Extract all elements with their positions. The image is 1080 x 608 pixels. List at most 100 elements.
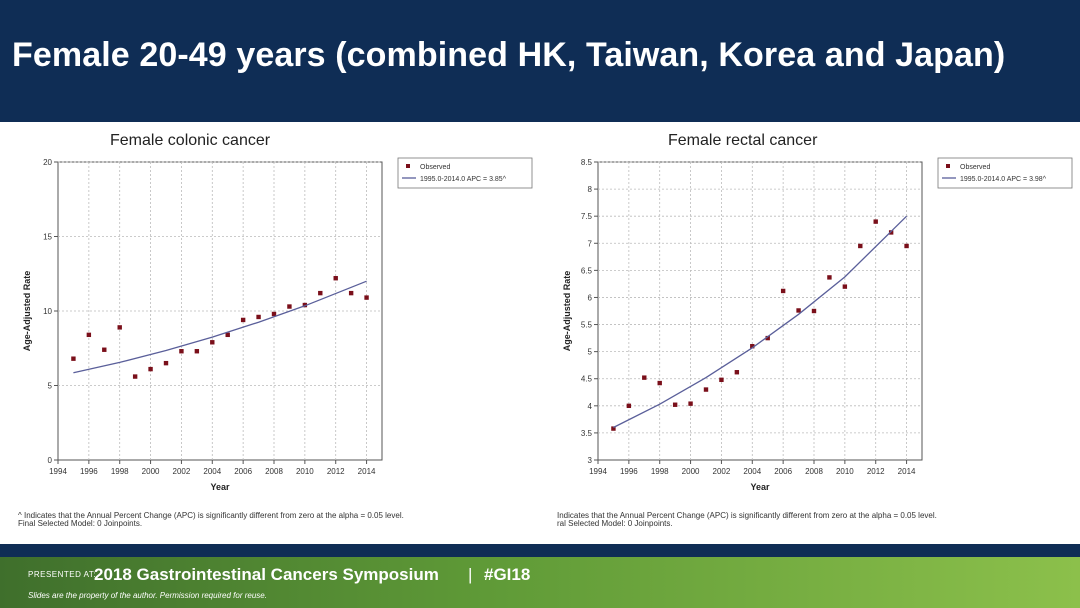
observed-point [780, 288, 786, 294]
observed-point [873, 219, 878, 224]
apc-fit-line [73, 280, 367, 374]
colonic-cancer-chart: 1994 1996 1998 2000 2002 2004 2006 2008 2010 2012… [22, 157, 533, 492]
x-tick-label: 2006 [234, 467, 252, 476]
y-axis-label: Age-Adjusted Rate [22, 271, 32, 352]
y-tick-label: 10 [43, 307, 52, 316]
x-tick-label: 1996 [620, 467, 638, 476]
observed-point [348, 290, 354, 296]
x-axis-label: Year [750, 482, 770, 492]
observed-point [318, 290, 323, 296]
observed-point [796, 308, 801, 313]
legend-observed-marker [406, 164, 410, 168]
footer-separator: | [468, 565, 473, 584]
observed-point [179, 349, 184, 354]
x-tick-label: 2002 [173, 467, 191, 476]
observed-point [86, 332, 92, 338]
y-tick-label: 6 [588, 293, 593, 302]
x-tick-label: 2014 [358, 467, 376, 476]
x-tick-label: 2014 [898, 467, 916, 476]
x-tick-label: 1998 [111, 467, 129, 476]
y-tick-label: 8.5 [581, 158, 593, 167]
observed-point [163, 360, 169, 366]
y-tick-label: 8 [588, 185, 593, 194]
x-tick-label: 2012 [867, 467, 885, 476]
chart-footnote-rectal-1: Indicates that the Annual Percent Change… [557, 511, 937, 520]
observed-point [734, 370, 740, 375]
x-tick-label: 2010 [296, 467, 314, 476]
observed-point [672, 402, 678, 407]
observed-point [642, 375, 647, 380]
observed-point [271, 311, 277, 317]
observed-point [210, 340, 215, 345]
chart-footnote-colonic-2: Final Selected Model: 0 Joinpoints. [18, 519, 143, 528]
observed-point [827, 275, 832, 280]
y-tick-label: 0 [48, 456, 53, 465]
observed-point [657, 380, 662, 386]
observed-point [888, 230, 894, 235]
y-tick-label: 7 [588, 239, 593, 248]
legend-observed-label: Observed [960, 164, 990, 171]
slide-header: Female 20-49 years (combined HK, Taiwan,… [0, 0, 1080, 122]
x-tick-label: 1998 [651, 467, 669, 476]
plot-frame [597, 161, 923, 461]
observed-point [117, 325, 122, 330]
apc-fit-line [613, 215, 908, 429]
x-tick-label: 2008 [805, 467, 823, 476]
rectal-cancer-chart: 1994 1996 1998 2000 2002 2004 2006 2008 2010 2012… [562, 157, 1073, 492]
observed-point [194, 349, 200, 354]
y-tick-label: 5.5 [581, 321, 593, 330]
chart-footnote-colonic-1: ^ Indicates that the Annual Percent Chan… [18, 511, 404, 520]
legend-observed-label: Observed [420, 164, 450, 171]
footer-disclaimer: Slides are the property of the author. P… [28, 591, 267, 600]
observed-point [287, 304, 292, 309]
symposium-name: 2018 Gastrointestinal Cancers Symposium [94, 565, 439, 584]
observed-point [256, 314, 261, 320]
observed-point [688, 401, 693, 406]
legend-box [937, 157, 1073, 189]
x-tick-label: 1994 [589, 467, 607, 476]
x-tick-label: 2012 [327, 467, 345, 476]
legend-box [397, 157, 533, 189]
x-tick-label: 2000 [682, 467, 700, 476]
presented-at-label: PRESENTED AT: [28, 570, 97, 579]
x-tick-label: 2004 [743, 467, 761, 476]
observed-point [71, 356, 76, 361]
symposium-hashtag: #GI18 [484, 565, 531, 584]
x-axis-label: Year [210, 482, 230, 492]
observed-point [858, 243, 863, 249]
observed-point [364, 295, 369, 300]
observed-point [811, 308, 817, 314]
observed-point [333, 276, 338, 281]
y-tick-label: 7.5 [581, 212, 593, 221]
slide-title: Female 20-49 years (combined HK, Taiwan,… [12, 36, 1006, 74]
x-tick-label: 1996 [80, 467, 98, 476]
observed-point [842, 284, 848, 289]
observed-point [225, 332, 230, 338]
legend-apc-label: 1995.0-2014.0 APC = 3.98^ [960, 176, 1047, 183]
chart-title-rectal: Female rectal cancer [668, 132, 818, 149]
observed-point [750, 344, 755, 349]
observed-point [240, 317, 246, 323]
legend-apc-label: 1995.0-2014.0 APC = 3.85^ [420, 176, 507, 183]
y-axis-label: Age-Adjusted Rate [562, 271, 572, 352]
observed-point [102, 347, 107, 352]
observed-point [626, 403, 632, 409]
chart-title-colonic: Female colonic cancer [110, 132, 271, 149]
x-tick-label: 2010 [836, 467, 854, 476]
observed-point [719, 377, 724, 383]
y-tick-label: 5 [588, 348, 593, 357]
y-tick-label: 4 [588, 402, 593, 411]
y-tick-label: 6.5 [581, 266, 593, 275]
observed-point [904, 243, 909, 249]
observed-point [611, 426, 616, 431]
observed-point [765, 335, 770, 341]
y-tick-label: 15 [43, 233, 52, 242]
y-tick-label: 3 [588, 456, 593, 465]
x-tick-label: 2006 [774, 467, 792, 476]
y-tick-label: 20 [43, 158, 52, 167]
observed-point [148, 366, 153, 372]
y-tick-label: 4.5 [581, 375, 593, 384]
x-tick-label: 2004 [203, 467, 221, 476]
observed-point [302, 302, 308, 308]
observed-point [703, 387, 709, 392]
